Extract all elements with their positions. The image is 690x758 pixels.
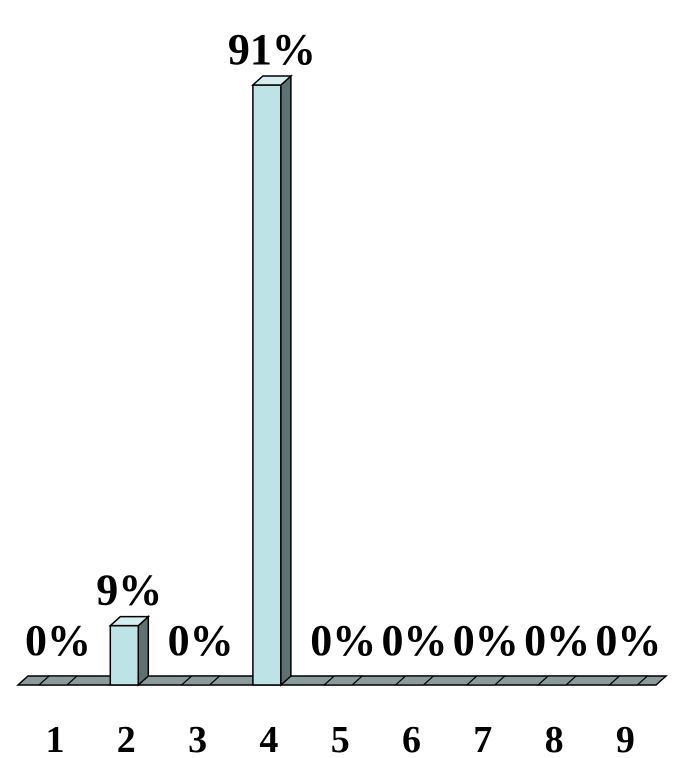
bar-8 <box>536 675 578 686</box>
chart-bars <box>37 74 649 687</box>
data-label-3: 0% <box>168 616 234 665</box>
data-label-2: 9% <box>96 566 162 615</box>
data-label-9: 0% <box>595 616 661 665</box>
category-label-3: 3 <box>188 719 207 758</box>
data-label-8: 0% <box>524 616 590 665</box>
bar-4 <box>250 74 293 687</box>
bar-5 <box>322 675 364 686</box>
data-label-4: 91% <box>228 25 316 74</box>
category-label-4: 4 <box>259 719 278 758</box>
bar-1 <box>37 675 79 686</box>
bar-top-2 <box>108 615 151 627</box>
bar-front-4 <box>252 84 282 686</box>
category-labels: 1 2 3 4 5 6 7 8 9 <box>46 719 635 758</box>
bar-side-2 <box>137 614 150 687</box>
bar-2 <box>108 614 151 687</box>
category-label-9: 9 <box>616 719 635 758</box>
bar-3 <box>180 675 222 686</box>
bar-9 <box>607 675 649 686</box>
category-label-8: 8 <box>545 719 564 758</box>
category-label-5: 5 <box>331 719 350 758</box>
category-label-1: 1 <box>46 719 65 758</box>
bar-7 <box>465 675 507 686</box>
data-label-7: 0% <box>453 616 519 665</box>
bar-front-2 <box>109 624 140 686</box>
data-label-6: 0% <box>382 616 448 665</box>
category-label-6: 6 <box>402 719 421 758</box>
bar-top-4 <box>250 75 293 86</box>
bar-side-4 <box>280 74 292 687</box>
category-label-7: 7 <box>473 719 492 758</box>
data-label-5: 0% <box>310 616 376 665</box>
category-label-2: 2 <box>117 719 136 758</box>
bar-6 <box>393 675 436 686</box>
data-label-1: 0% <box>25 616 91 665</box>
data-labels: 0%9%0%91%0% 0% 0% 0% 0% <box>25 25 661 665</box>
